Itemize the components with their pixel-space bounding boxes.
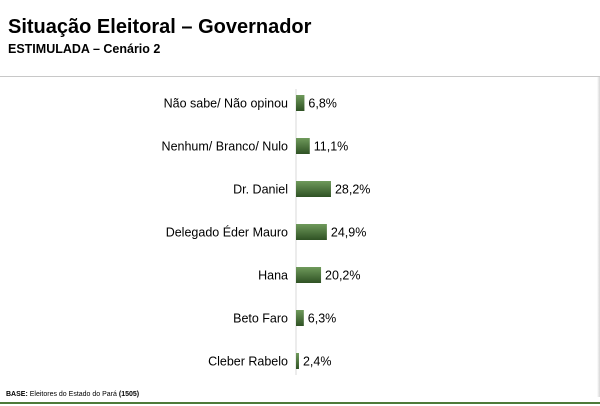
value-label: 6,8% xyxy=(308,97,337,111)
category-label: Beto Faro xyxy=(233,312,288,326)
footnote-label: BASE: xyxy=(6,391,28,398)
footnote-count: (1505) xyxy=(118,391,140,398)
page-subtitle: ESTIMULADA – Cenário 2 xyxy=(8,42,161,56)
bar xyxy=(296,353,299,369)
value-label: 24,9% xyxy=(331,226,366,240)
category-label: Nenhum/ Branco/ Nulo xyxy=(162,140,289,154)
bar xyxy=(296,95,305,111)
base-footnote: BASE: Eleitores do Estado do Pará (1505) xyxy=(6,391,139,398)
page-title: Situação Eleitoral – Governador xyxy=(8,16,312,38)
bar xyxy=(296,267,322,283)
footnote-text: Eleitores do Estado do Pará xyxy=(29,391,117,398)
category-label: Dr. Daniel xyxy=(233,183,288,197)
right-edge-shadow xyxy=(597,77,600,397)
chart-marks: Não sabe/ Não opinou 6,8% Nenhum/ Branco/ … xyxy=(162,89,370,375)
header-divider xyxy=(0,76,600,77)
value-label: 28,2% xyxy=(335,183,370,197)
bar xyxy=(296,138,310,154)
value-label: 11,1% xyxy=(314,140,349,154)
value-label: 2,4% xyxy=(303,355,332,369)
bar xyxy=(296,181,331,197)
value-label: 20,2% xyxy=(325,269,360,283)
footer-divider xyxy=(0,402,600,404)
category-label: Delegado Éder Mauro xyxy=(166,225,288,240)
category-label: Não sabe/ Não opinou xyxy=(164,97,288,111)
bar xyxy=(296,310,304,326)
value-label: 6,3% xyxy=(308,312,337,326)
category-label: Cleber Rabelo xyxy=(208,355,288,369)
bar xyxy=(296,224,327,240)
category-label: Hana xyxy=(258,269,288,283)
